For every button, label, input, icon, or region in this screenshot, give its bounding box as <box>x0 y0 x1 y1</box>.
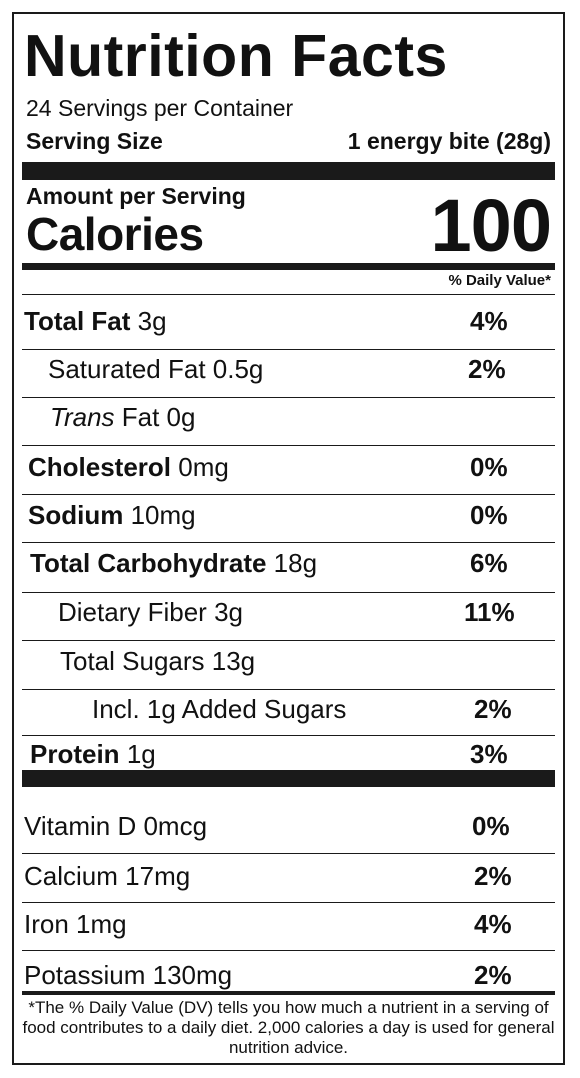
nutrient-row-dietary-fiber: Dietary Fiber 3g 11% <box>22 588 555 636</box>
divider <box>22 689 555 690</box>
vitamin-name: Calcium 17mg <box>24 861 191 891</box>
servings-per-container: 24 Servings per Container <box>26 95 294 121</box>
nutrient-name: Trans Fat 0g <box>50 402 196 432</box>
nutrient-row-saturated-fat: Saturated Fat 0.5g 2% <box>22 345 555 393</box>
nutrient-dv: 3% <box>470 739 508 769</box>
vitamin-name: Potassium 130mg <box>24 960 233 990</box>
nutrient-row-total-sugars: Total Sugars 13g <box>22 637 555 685</box>
nutrient-dv: 2% <box>474 694 512 724</box>
nutrient-dv: 6% <box>470 548 508 578</box>
nutrient-row-total-carbohydrate: Total Carbohydrate 18g 6% <box>22 539 555 587</box>
nutrient-row-protein: Protein 1g 3% <box>22 730 555 778</box>
amount-per-serving: Amount per Serving <box>26 183 246 209</box>
nutrient-row-sodium: Sodium 10mg 0% <box>22 491 555 539</box>
nutrient-dv: 0% <box>470 452 508 482</box>
nutrient-row-trans-fat: Trans Fat 0g <box>22 393 555 441</box>
nutrient-dv: 4% <box>470 306 508 336</box>
nutrient-row-cholesterol: Cholesterol 0mg 0% <box>22 443 555 491</box>
medium-divider <box>22 263 555 270</box>
nutrient-name: Incl. 1g Added Sugars <box>92 694 347 724</box>
nutrient-dv: 0% <box>470 500 508 530</box>
serving-size-value: 1 energy bite (28g) <box>347 128 551 154</box>
divider <box>22 853 555 854</box>
vitamin-row-potassium: Potassium 130mg 2% <box>22 951 555 999</box>
vitamin-dv: 2% <box>474 960 512 990</box>
divider <box>22 735 555 736</box>
nutrient-row-total-fat: Total Fat 3g 4% <box>22 297 555 345</box>
label-title: Nutrition Facts <box>24 23 448 89</box>
vitamin-dv: 2% <box>474 861 512 891</box>
serving-size-label: Serving Size <box>26 128 163 154</box>
nutrition-label: Nutrition Facts 24 Servings per Containe… <box>12 12 565 1065</box>
nutrient-name: Saturated Fat 0.5g <box>48 354 264 384</box>
vitamin-dv: 4% <box>474 909 512 939</box>
nutrient-name: Total Fat 3g <box>24 306 167 336</box>
nutrient-name: Total Carbohydrate 18g <box>30 548 318 578</box>
medium-divider <box>22 991 555 995</box>
divider <box>22 397 555 398</box>
nutrient-name: Sodium 10mg <box>28 500 196 530</box>
nutrient-name: Total Sugars 13g <box>60 646 256 676</box>
nutrient-dv: 2% <box>468 354 506 384</box>
vitamin-row-calcium: Calcium 17mg 2% <box>22 852 555 900</box>
divider <box>22 445 555 446</box>
divider <box>22 950 555 951</box>
nutrient-name: Cholesterol 0mg <box>28 452 229 482</box>
nutrient-dv: 11% <box>464 597 515 627</box>
divider <box>22 542 555 543</box>
nutrient-name: Dietary Fiber 3g <box>58 597 243 627</box>
nutrient-name: Protein 1g <box>30 739 156 769</box>
divider <box>22 902 555 903</box>
divider <box>22 640 555 641</box>
vitamin-name: Iron 1mg <box>24 909 127 939</box>
divider <box>22 494 555 495</box>
daily-value-header: % Daily Value* <box>448 272 551 289</box>
vitamin-row-iron: Iron 1mg 4% <box>22 900 555 948</box>
daily-value-footnote: *The % Daily Value (DV) tells you how mu… <box>22 998 555 1057</box>
vitamin-row-vitamin-d: Vitamin D 0mcg 0% <box>22 802 555 850</box>
nutrient-row-added-sugars: Incl. 1g Added Sugars 2% <box>22 685 555 733</box>
vitamin-dv: 0% <box>472 811 510 841</box>
calories-label: Calories <box>26 208 204 260</box>
divider <box>22 294 555 295</box>
divider <box>22 349 555 350</box>
thick-divider <box>22 770 555 787</box>
divider <box>22 592 555 593</box>
thick-divider <box>22 162 555 180</box>
calories-value: 100 <box>430 184 552 267</box>
vitamin-name: Vitamin D 0mcg <box>24 811 208 841</box>
